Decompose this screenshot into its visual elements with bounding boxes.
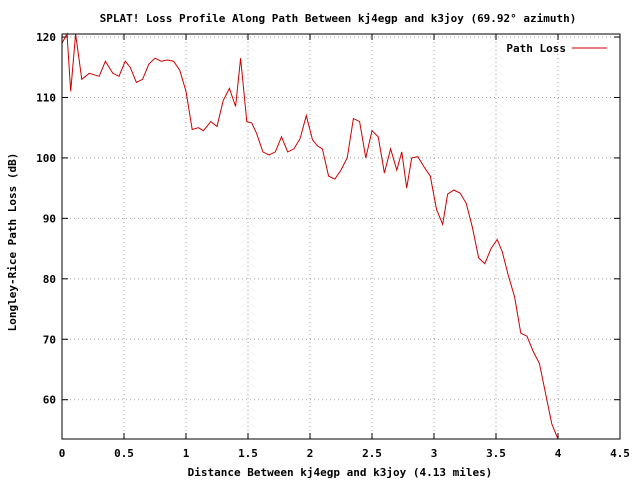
y-tick-label: 100	[36, 152, 56, 165]
x-tick-label: 4.5	[610, 447, 630, 460]
x-axis-label: Distance Between kj4egp and k3joy (4.13 …	[188, 466, 493, 479]
y-tick-label: 60	[43, 394, 56, 407]
x-tick-label: 2	[307, 447, 314, 460]
x-tick-label: 0.5	[114, 447, 134, 460]
axis-ticks: 0 0.5 1 1.5 2 2.5 3 3.5 4 4.5 60 70 80 90 100 110 120	[36, 31, 630, 460]
x-tick-label: 1	[183, 447, 190, 460]
y-axis-label: Longley-Rice Path Loss (dB)	[6, 153, 19, 332]
x-tick-label: 3	[431, 447, 438, 460]
x-tick-label: 1.5	[238, 447, 258, 460]
legend: Path Loss	[506, 42, 607, 55]
y-tick-label: 80	[43, 273, 56, 286]
series-line-path-loss	[61, 32, 559, 440]
y-tick-label: 70	[43, 333, 56, 346]
plot-frame	[61, 33, 621, 440]
x-tick-label: 0	[59, 447, 66, 460]
x-tick-label: 4	[555, 447, 562, 460]
series-layer	[61, 32, 559, 440]
chart-title: SPLAT! Loss Profile Along Path Between k…	[100, 12, 577, 25]
y-tick-label: 120	[36, 31, 56, 44]
x-tick-label: 2.5	[362, 447, 382, 460]
grid-lines	[62, 34, 620, 439]
y-tick-label: 90	[43, 212, 56, 225]
x-tick-label: 3.5	[486, 447, 506, 460]
y-tick-label: 110	[36, 91, 56, 104]
legend-label: Path Loss	[506, 42, 566, 55]
